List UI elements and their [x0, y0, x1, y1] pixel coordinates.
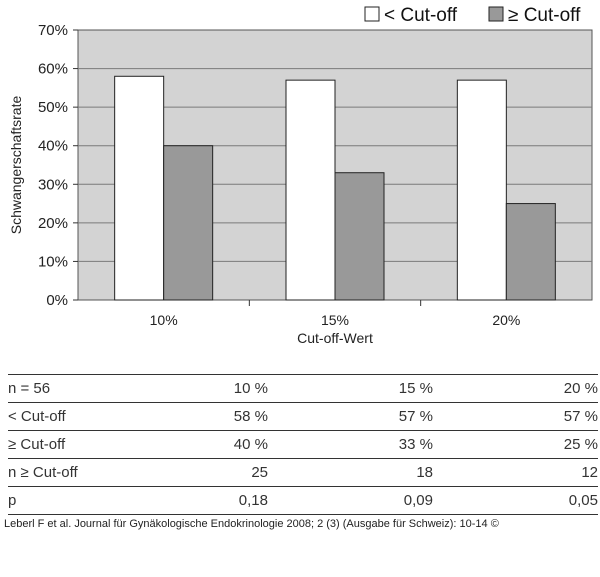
table-cell: 57 % — [433, 402, 598, 431]
bar-below-cutoff — [114, 75, 165, 301]
y-tick-label: 30% — [38, 176, 68, 193]
legend-label: ≥ Cut-off — [508, 5, 581, 26]
statistics-table: n = 56 10 % 15 % 20 % < Cut-off 58 % 57 … — [8, 374, 598, 515]
bar-chart: 0% 10% 20% 30% 40% 50% 60% 70% 10% 15% 20% < Cut-… — [8, 5, 593, 346]
table-cell: 20 % — [433, 374, 598, 403]
y-tick-label: 60% — [38, 61, 68, 78]
table-cell: 25 % — [433, 430, 598, 459]
legend-label: < Cut-off — [384, 5, 458, 26]
table-cell: 0,09 — [268, 486, 433, 515]
table-cell: 40 % — [138, 430, 268, 459]
row-label: < Cut-off — [8, 402, 138, 431]
y-tick-label: 20% — [38, 215, 68, 232]
table-row: n ≥ Cut-off 25 18 12 — [8, 458, 598, 487]
table-row: n = 56 10 % 15 % 20 % — [8, 374, 598, 403]
table-row: < Cut-off 58 % 57 % 57 % — [8, 402, 598, 431]
x-tick-label: 20% — [492, 312, 520, 328]
table-cell: 18 — [268, 458, 433, 487]
bar-below-cutoff — [285, 79, 336, 301]
bar-below-cutoff — [456, 79, 507, 301]
row-label: n = 56 — [8, 374, 138, 403]
table-cell: 10 % — [138, 374, 268, 403]
x-tick-label: 10% — [150, 312, 178, 328]
row-label: n ≥ Cut-off — [8, 458, 138, 487]
legend-swatch — [488, 6, 504, 22]
source-citation: Leberl F et al. Journal für Gynäkologisc… — [4, 518, 499, 530]
table-cell: 15 % — [268, 374, 433, 403]
bar-above-cutoff — [505, 203, 556, 301]
table-cell: 0,05 — [433, 486, 598, 515]
table-cell: 12 — [433, 458, 598, 487]
table-row: ≥ Cut-off 40 % 33 % 25 % — [8, 430, 598, 459]
table-cell: 25 — [138, 458, 268, 487]
y-tick-label: 10% — [38, 253, 68, 270]
bar-above-cutoff — [334, 172, 385, 301]
legend-swatch — [364, 6, 380, 22]
table-cell: 33 % — [268, 430, 433, 459]
y-tick-label: 50% — [38, 99, 68, 116]
bar-above-cutoff — [163, 145, 214, 301]
table-cell: 58 % — [138, 402, 268, 431]
table-cell: 57 % — [268, 402, 433, 431]
x-axis-label: Cut-off-Wert — [297, 330, 373, 346]
table-cell: 0,18 — [138, 486, 268, 515]
y-axis-label: Schwangerschaftsrate — [8, 96, 24, 235]
y-tick-label: 0% — [46, 292, 68, 309]
row-label: ≥ Cut-off — [8, 430, 138, 459]
y-tick-label: 70% — [38, 22, 68, 39]
row-label: p — [8, 486, 138, 515]
y-tick-label: 40% — [38, 138, 68, 155]
table-row: p 0,18 0,09 0,05 — [8, 486, 598, 515]
x-tick-label: 15% — [321, 312, 349, 328]
